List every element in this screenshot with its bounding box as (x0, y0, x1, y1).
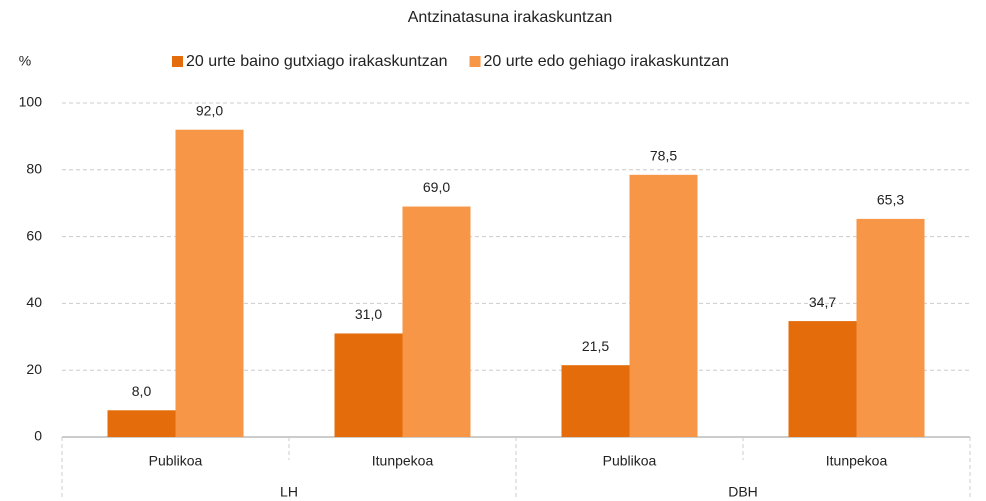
value-label: 21,5 (582, 338, 609, 354)
value-label: 78,5 (650, 148, 677, 164)
value-label: 31,0 (355, 306, 382, 322)
bar (107, 410, 176, 437)
bar (334, 333, 403, 437)
value-label: 34,7 (809, 294, 836, 310)
chart-title: Antzinatasuna irakaskuntzan (408, 9, 613, 26)
y-tick-label: 60 (26, 227, 42, 243)
value-label: 92,0 (196, 102, 223, 118)
x-tick-label: Publikoa (603, 453, 657, 469)
bar (629, 174, 698, 437)
legend-label: 20 urte baino gutxiago irakaskuntzan (186, 53, 448, 70)
bar (788, 321, 857, 437)
y-tick-label: 100 (19, 94, 43, 110)
legend-label: 20 urte edo gehiago irakaskuntzan (484, 53, 730, 70)
legend-swatch (172, 56, 183, 67)
legend-swatch (469, 56, 481, 67)
y-tick-label: 40 (26, 294, 42, 310)
group-label: LH (280, 484, 298, 500)
x-tick-label: Publikoa (149, 453, 203, 469)
bar (402, 206, 471, 437)
y-tick-label: 80 (26, 161, 42, 177)
y-tick-label: 20 (26, 361, 42, 377)
bar (175, 129, 244, 437)
value-label: 65,3 (877, 192, 904, 208)
y-axis-label: % (19, 53, 31, 69)
value-label: 69,0 (423, 179, 450, 195)
group-label: DBH (728, 484, 758, 500)
bar (561, 365, 630, 437)
x-tick-label: Itunpekoa (372, 453, 434, 469)
x-tick-label: Itunpekoa (826, 453, 888, 469)
value-label: 8,0 (132, 383, 152, 399)
y-tick-label: 0 (34, 428, 42, 444)
bar (856, 218, 925, 437)
